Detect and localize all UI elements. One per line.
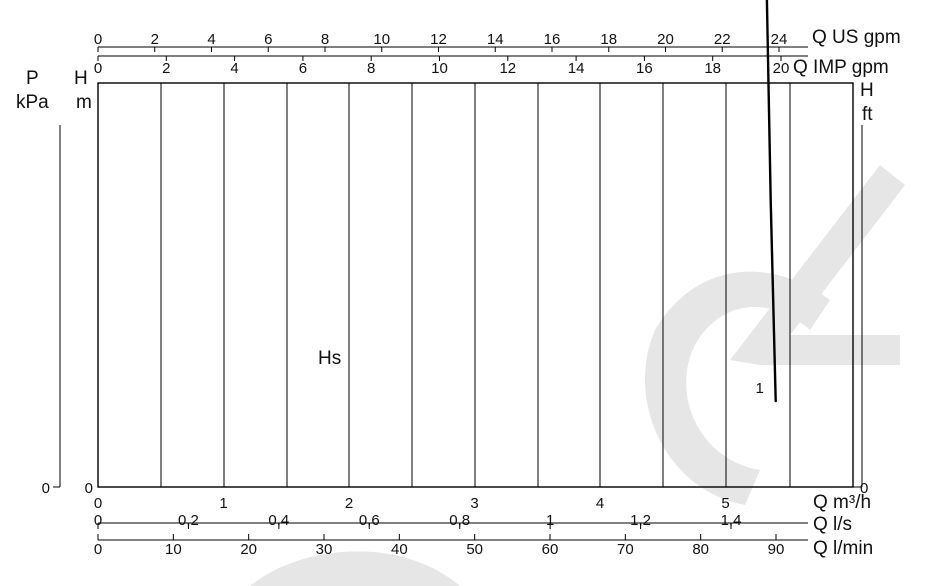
tick-q-m3h-0: 0 <box>94 495 102 512</box>
tick-q-m3h-4: 4 <box>596 495 604 512</box>
tick-q-impgpm-5: 10 <box>431 60 448 77</box>
tick-q-usgpm-6: 12 <box>430 31 447 48</box>
tick-q-ls-5: 1 <box>546 512 554 529</box>
plot-frame <box>97 82 854 488</box>
tick-q-impgpm-4: 8 <box>367 60 375 77</box>
tick-q-usgpm-5: 10 <box>373 31 390 48</box>
label-p-unit: kPa <box>16 92 49 113</box>
tick-q-lmin-4: 40 <box>391 541 408 558</box>
tick-q-ls-0: 0 <box>94 512 102 529</box>
tick-q-lmin-6: 60 <box>542 541 559 558</box>
tick-q-ls-7: 1,4 <box>721 512 742 529</box>
tick-q-lmin-8: 80 <box>692 541 709 558</box>
tick-q-impgpm-3: 6 <box>299 60 307 77</box>
tick-q-m3h-5: 5 <box>721 495 729 512</box>
tick-q-m3h-1: 1 <box>219 495 227 512</box>
label-h-ft-unit: ft <box>862 104 873 125</box>
tick-q-lmin-3: 30 <box>316 541 333 558</box>
tick-q-usgpm-11: 22 <box>714 31 731 48</box>
tick-p-0: 0 <box>42 480 50 497</box>
tick-h-ft-0: 0 <box>860 480 868 497</box>
tick-q-lmin-5: 50 <box>466 541 483 558</box>
tick-q-impgpm-9: 18 <box>704 60 721 77</box>
pump-curves <box>765 0 777 403</box>
tick-q-usgpm-8: 16 <box>544 31 561 48</box>
axis-top: 0 2 4 6 8 10 12 14 16 18 20 22 240 2 4 6 8 10 12 14 16 18 20 <box>94 31 808 77</box>
hs-label: Hs <box>318 348 341 369</box>
tick-q-impgpm-7: 14 <box>568 60 585 77</box>
label-h-ft-top: H <box>860 80 874 101</box>
curve-label-1: 1 <box>756 380 764 397</box>
tick-q-usgpm-3: 6 <box>264 31 272 48</box>
tick-q-lmin-2: 20 <box>240 541 257 558</box>
tick-q-ls-3: 0,6 <box>359 512 380 529</box>
tick-q-impgpm-1: 2 <box>162 60 170 77</box>
label-p-top: P <box>26 68 39 89</box>
grid <box>160 83 791 487</box>
tick-q-usgpm-9: 18 <box>600 31 617 48</box>
tick-q-m3h-2: 2 <box>345 495 353 512</box>
tick-q-impgpm-6: 12 <box>499 60 516 77</box>
tick-q-ls-4: 0,8 <box>449 512 470 529</box>
label-q-lmin: Q l/min <box>813 538 873 559</box>
label-q-usgpm: Q US gpm <box>812 27 901 48</box>
label-q-ls: Q l/s <box>813 514 852 535</box>
tick-q-impgpm-2: 4 <box>230 60 238 77</box>
tick-q-lmin-9: 90 <box>768 541 785 558</box>
tick-q-lmin-7: 70 <box>617 541 634 558</box>
label-h-m-top: H <box>74 68 88 89</box>
tick-q-impgpm-0: 0 <box>94 60 102 77</box>
tick-q-usgpm-4: 8 <box>321 31 329 48</box>
tick-q-ls-2: 0,4 <box>268 512 289 529</box>
curve-labels: 87654321 <box>756 380 764 397</box>
tick-q-usgpm-2: 4 <box>207 31 215 48</box>
tick-q-usgpm-1: 2 <box>151 31 159 48</box>
tick-q-usgpm-7: 14 <box>487 31 504 48</box>
tick-q-usgpm-0: 0 <box>94 31 102 48</box>
tick-q-usgpm-12: 24 <box>771 31 788 48</box>
tick-q-impgpm-8: 16 <box>636 60 653 77</box>
tick-q-usgpm-10: 20 <box>657 31 674 48</box>
label-q-impgpm: Q IMP gpm <box>793 57 889 78</box>
label-q-m3h: Q m³/h <box>813 492 871 513</box>
tick-q-m3h-3: 3 <box>470 495 478 512</box>
label-h-m-unit: m <box>76 92 92 113</box>
tick-q-lmin-1: 10 <box>165 541 182 558</box>
tick-q-ls-1: 0,2 <box>178 512 199 529</box>
tick-h-m-0: 0 <box>85 480 93 497</box>
tick-q-impgpm-10: 20 <box>773 60 790 77</box>
tick-q-lmin-0: 0 <box>94 541 102 558</box>
tick-q-ls-6: 1,2 <box>630 512 651 529</box>
axis-bottom: 0 1 2 3 4 50 0,2 0,4 0,6 0,8 1 1,2 1,40 10 20 30 40 50 60 7… <box>94 495 808 558</box>
axis-left: 01020304050600100200300400500600 <box>42 125 93 497</box>
axis-right: 04080120160200 <box>853 125 868 497</box>
curve-1 <box>765 0 777 403</box>
